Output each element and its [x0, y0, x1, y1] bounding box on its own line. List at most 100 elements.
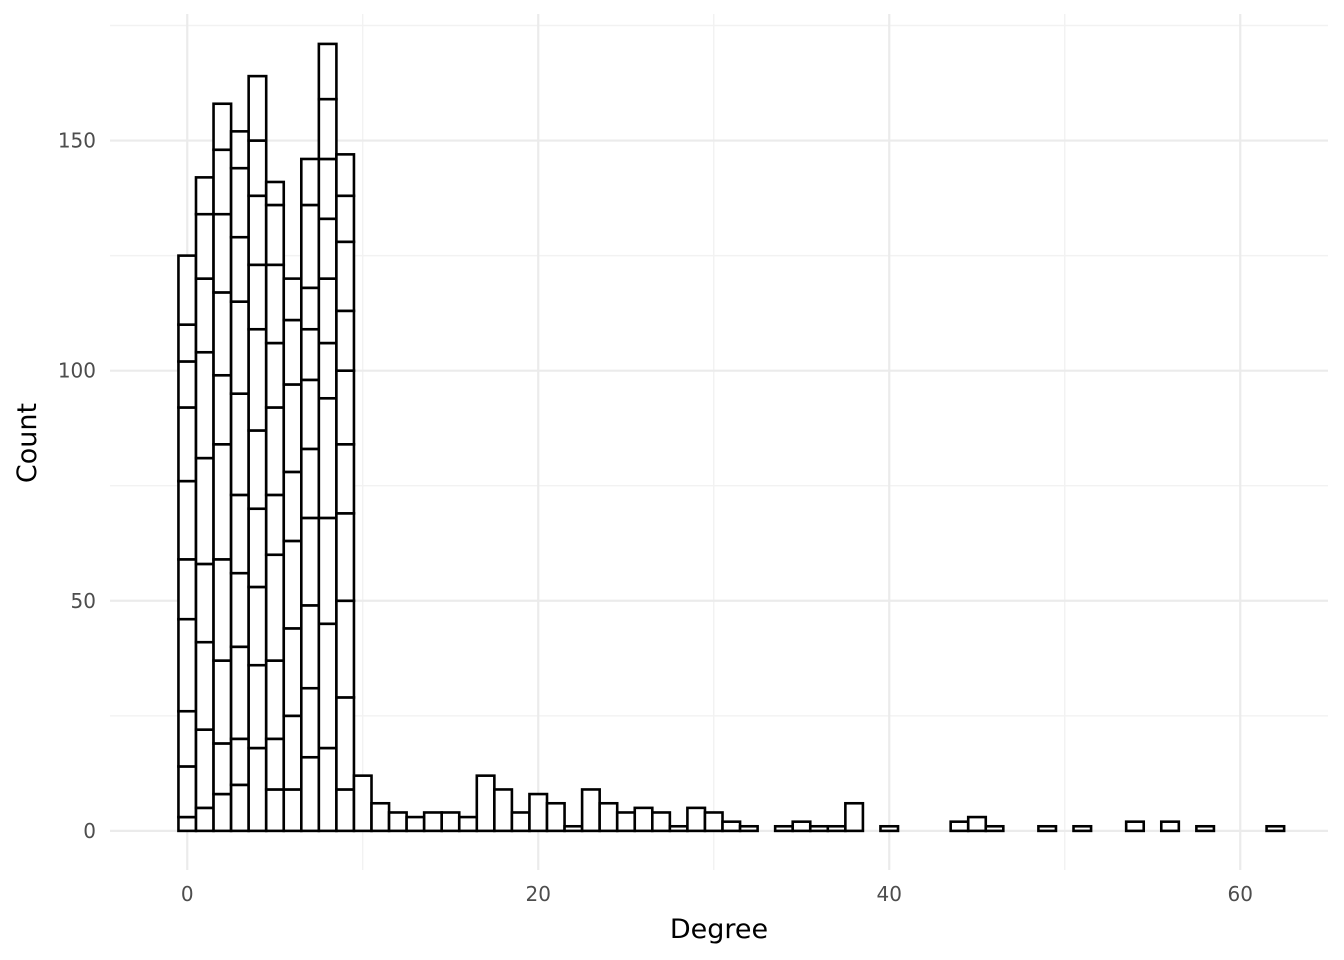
histogram-bar-segment [264, 263, 286, 345]
histogram-bar [1072, 824, 1093, 833]
histogram-bar-segment [299, 604, 321, 690]
x-axis-title: Degree [670, 914, 768, 945]
histogram-bar-segment [264, 737, 286, 791]
histogram-bar-segment [212, 212, 233, 294]
histogram-bar-segment [335, 788, 356, 833]
y-tick-label: 150 [58, 129, 96, 153]
y-axis-title: Count [12, 403, 43, 483]
histogram-bar-segment [212, 291, 233, 377]
histogram-bar [651, 811, 672, 833]
histogram-bar-segment [194, 212, 215, 280]
histogram-bar-segment [317, 97, 338, 161]
histogram-bar [563, 824, 584, 833]
histogram-bar-segment [282, 627, 303, 718]
histogram-bar-segment [317, 746, 338, 833]
histogram-bar-segment [335, 153, 356, 198]
histogram-bar-segment [299, 755, 321, 833]
histogram-bar-segment [282, 539, 303, 630]
histogram-bar-segment [317, 341, 338, 400]
histogram-bar-segment [177, 709, 198, 768]
y-tick-label: 0 [83, 819, 96, 843]
histogram-bar-segment [335, 240, 356, 313]
x-axis-tick-labels: 0 20 40 60 [181, 882, 1253, 906]
histogram-bar-segment [282, 277, 303, 322]
histogram-bar-segment [247, 74, 268, 142]
histogram-bar [703, 811, 724, 833]
histogram-bar [493, 788, 514, 833]
histogram-bar-segment [335, 696, 356, 791]
histogram-bar [1124, 820, 1146, 833]
histogram-bar-segment [335, 443, 356, 515]
histogram-bar-segment [335, 599, 356, 699]
histogram-bar-segment [299, 378, 321, 451]
histogram-bar-segment [194, 456, 215, 566]
histogram-bar-segment [317, 622, 338, 750]
histogram-bar [738, 824, 759, 833]
histogram-bar [773, 824, 795, 833]
histogram-bar [615, 811, 637, 833]
histogram-bars [177, 42, 1286, 833]
histogram-bar-segment [194, 728, 215, 810]
histogram-bar-segment [229, 493, 250, 575]
histogram-bar [686, 806, 707, 833]
histogram-bar-segment [229, 783, 250, 833]
histogram-bar-segment [194, 562, 215, 644]
histogram-bar-segment [212, 792, 233, 833]
histogram-bar-segment [282, 714, 303, 791]
histogram-bar-segment [299, 516, 321, 607]
histogram-bar-segment [247, 507, 268, 589]
histogram-bar-segment [247, 429, 268, 511]
histogram-bar-segment [247, 746, 268, 833]
histogram-bar [405, 815, 426, 833]
histogram-bar-segment [194, 176, 215, 216]
histogram-bar-segment [247, 585, 268, 667]
histogram-bar [949, 820, 970, 833]
histogram-bar-segment [212, 443, 233, 561]
histogram-bar-segment [229, 235, 250, 303]
histogram-bar-segment [264, 180, 286, 207]
histogram-bar-segment [264, 406, 286, 497]
histogram-bar [1037, 824, 1058, 833]
histogram-bar-segment [212, 659, 233, 745]
histogram-bar [545, 801, 566, 833]
x-tick-label: 0 [181, 882, 194, 906]
histogram-bar-segment [264, 553, 286, 662]
histogram-bar [440, 811, 461, 833]
histogram-bar-segment [212, 102, 233, 152]
x-tick-label: 20 [526, 882, 551, 906]
histogram-bar-segment [177, 617, 198, 713]
histogram-bar [387, 811, 408, 833]
histogram-bar-segment [264, 341, 286, 409]
histogram-bar-segment [299, 203, 321, 290]
histogram-bar-segment [264, 493, 286, 557]
histogram-bar-segment [247, 194, 268, 267]
histogram-bar-segment [335, 194, 356, 244]
histogram-bar-segment [177, 254, 198, 326]
histogram-bar-segment [299, 686, 321, 759]
histogram-bar [826, 824, 847, 833]
histogram-bar-segment [229, 392, 250, 497]
histogram-bar-segment [212, 373, 233, 446]
histogram-bar-segment [229, 130, 250, 170]
histogram-bar-segment [282, 788, 303, 833]
histogram-bar-segment [194, 640, 215, 731]
histogram-bar [580, 788, 601, 833]
histogram-bar-segment [264, 659, 286, 741]
histogram-bar-segment [317, 42, 338, 101]
histogram-bar-segment [194, 806, 215, 833]
histogram-bar [457, 815, 479, 833]
histogram-bar-segment [247, 663, 268, 750]
histogram-bar-segment [247, 327, 268, 432]
histogram-bar-segment [317, 396, 338, 520]
histogram-bar-segment [229, 166, 250, 239]
histogram-bar [370, 801, 391, 833]
histogram-bar-segment [212, 558, 233, 662]
histogram-bar-segment [247, 139, 268, 198]
histogram-bar-segment [229, 737, 250, 787]
histogram-bar-segment [299, 327, 321, 382]
histogram-bar [879, 824, 900, 833]
histogram-bar-segment [264, 203, 286, 267]
histogram-bar [966, 815, 988, 833]
histogram-bar [422, 811, 444, 833]
histogram-bar [1159, 820, 1181, 833]
